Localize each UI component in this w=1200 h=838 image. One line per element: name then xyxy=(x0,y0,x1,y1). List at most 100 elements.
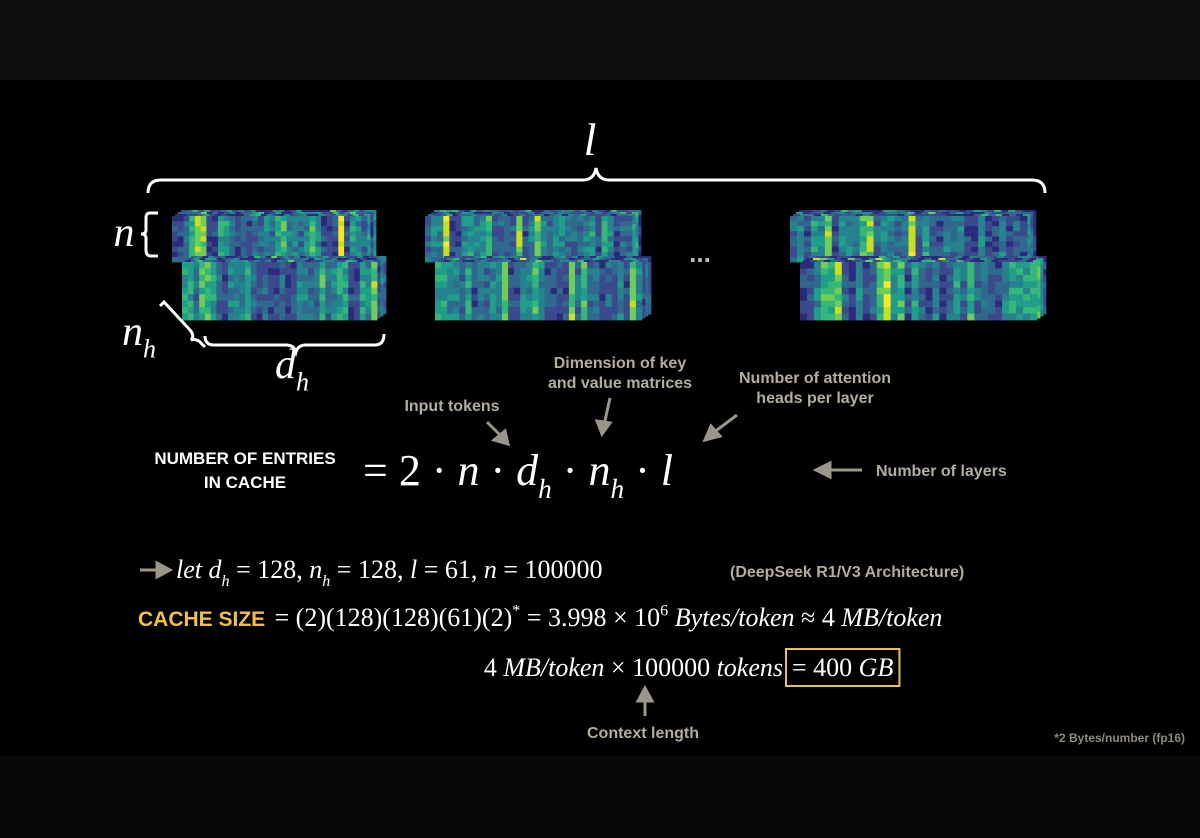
heatmap-cell xyxy=(321,226,328,232)
heatmap-cell xyxy=(619,231,627,237)
heatmap-cell xyxy=(325,287,332,295)
heatmap-cell xyxy=(437,226,444,232)
heatmap-cell xyxy=(268,274,275,282)
heatmap-cell xyxy=(235,221,242,227)
heatmap-cell xyxy=(623,313,631,321)
heatmap-cell xyxy=(510,251,517,258)
heatmap-cell xyxy=(437,251,444,258)
heatmap-cell xyxy=(532,281,539,289)
heatmap-cell xyxy=(177,256,184,263)
heatmap-cell xyxy=(583,246,590,253)
heatmap-cell xyxy=(583,226,590,232)
heatmap-cell xyxy=(302,294,309,301)
heatmap-cell xyxy=(212,246,219,253)
heatmap-cell xyxy=(477,294,485,301)
heatmap-cell xyxy=(435,281,442,289)
heatmap-cell xyxy=(216,287,223,295)
heatmap-cell xyxy=(349,246,356,253)
heatmap-cell xyxy=(206,251,213,258)
heatmap-cell xyxy=(473,216,481,222)
heatmap-cell xyxy=(183,231,190,237)
heatmap-cell xyxy=(532,294,539,301)
heatmap-cell xyxy=(344,236,351,242)
heatmap-cell xyxy=(235,216,242,222)
heatmap-cell xyxy=(520,294,527,301)
heatmap-cell xyxy=(443,231,450,237)
heatmap-cell xyxy=(206,226,213,232)
heatmap-cell xyxy=(177,251,184,258)
heatmap-cell xyxy=(473,251,481,258)
heatmap-cell xyxy=(565,246,572,253)
heatmap-cell xyxy=(313,287,320,295)
heatmap-cell xyxy=(309,236,316,242)
heatmap-cell xyxy=(611,287,619,295)
heatmap-cell xyxy=(514,313,521,321)
heatmap-cell xyxy=(565,251,572,258)
heatmap-cell xyxy=(296,307,303,314)
heatmap-cell xyxy=(453,307,460,314)
heatmap-cell xyxy=(342,287,349,295)
heatmap-cell xyxy=(508,313,515,321)
heatmap-cell xyxy=(285,262,292,269)
heatmap-cell xyxy=(216,307,223,314)
heatmap-cell xyxy=(465,281,472,289)
heatmap-cell xyxy=(200,221,207,227)
heatmap-cell xyxy=(595,226,602,232)
heatmap-cell xyxy=(498,231,505,237)
heatmap-cell xyxy=(546,251,554,258)
heatmap-cell xyxy=(508,294,515,301)
heatmap-cell xyxy=(222,287,229,295)
heatmap-cell xyxy=(269,241,276,248)
heatmap-cell xyxy=(325,313,332,321)
heatmap-cell xyxy=(495,281,503,289)
heatmap-cell xyxy=(344,216,351,222)
heatmap-cell xyxy=(441,268,448,276)
heatmap-cell xyxy=(313,281,320,289)
heatmap-cell xyxy=(526,262,533,269)
heatmap-cell xyxy=(189,216,196,222)
heatmap-cell xyxy=(319,307,326,314)
heatmap-cell xyxy=(281,246,288,253)
heatmap-cell xyxy=(229,236,236,242)
heatmap-cell xyxy=(342,300,349,308)
heatmap-cell xyxy=(581,300,588,308)
heatmap-cell xyxy=(349,251,356,258)
heatmap-cell xyxy=(546,231,554,237)
heatmap-cell xyxy=(279,262,286,269)
heatmap-cell xyxy=(273,307,280,314)
heatmap-cell xyxy=(292,216,299,222)
heatmap-cell xyxy=(485,241,493,248)
heatmap-cell xyxy=(552,226,560,232)
heatmap-cell xyxy=(216,300,223,308)
heatmap-cell xyxy=(319,300,326,308)
top-band xyxy=(0,0,1200,80)
heatmap-cell xyxy=(292,236,299,242)
heatmap-cell xyxy=(240,221,247,227)
heatmap-cell xyxy=(246,221,253,227)
heatmap-cell xyxy=(635,313,643,321)
heatmap-cell xyxy=(498,216,505,222)
heatmap-cell xyxy=(286,231,293,237)
heatmap-cell xyxy=(562,274,570,282)
heatmap-cell xyxy=(177,226,184,232)
heatmap-cell xyxy=(514,268,521,276)
slide-background xyxy=(0,80,1200,756)
heatmap-cell xyxy=(611,274,619,282)
heatmap-cell xyxy=(601,246,609,253)
heatmap-cell xyxy=(619,246,627,253)
heatmap-cell xyxy=(544,287,552,295)
heatmap-cell xyxy=(528,241,535,248)
heatmap-cell xyxy=(571,221,578,227)
heatmap-cell xyxy=(607,251,615,258)
heatmap-cell xyxy=(522,216,529,222)
heatmap-cell xyxy=(298,246,305,253)
heatmap-cell xyxy=(635,307,643,314)
heatmap-cell xyxy=(250,274,257,282)
heatmap-cell xyxy=(279,300,286,308)
heatmap-cell xyxy=(577,241,584,248)
heatmap-cell xyxy=(285,307,292,314)
heatmap-cell xyxy=(308,300,315,308)
heatmap-cell xyxy=(461,226,468,232)
heatmap-cell xyxy=(325,294,332,301)
heatmap-cell xyxy=(240,226,247,232)
